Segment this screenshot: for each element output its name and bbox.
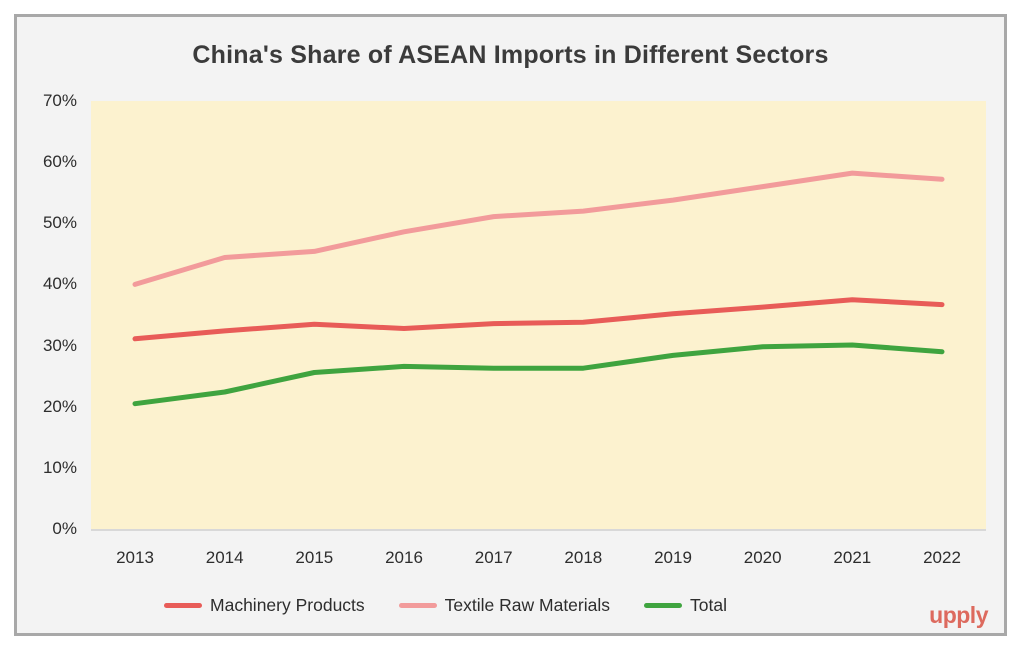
y-tick-label: 70%: [42, 91, 77, 110]
y-tick-label: 40%: [42, 274, 77, 294]
x-tick-label: 2022: [923, 548, 961, 567]
legend-label: Total: [690, 595, 727, 615]
series-line-machinery-products: [132, 297, 945, 342]
y-tick-label: 20%: [42, 396, 77, 416]
legend-label: Textile Raw Materials: [444, 595, 610, 615]
upply-logo: upply: [929, 602, 988, 628]
line-series-canvas: [132, 170, 945, 407]
x-tick-label: 2016: [385, 548, 423, 567]
legend-item-textile-raw-materials: Textile Raw Materials: [398, 595, 610, 616]
legend-item-total: Total: [644, 595, 727, 616]
x-tick-label: 2020: [743, 548, 782, 567]
x-tick-label: 2018: [564, 548, 603, 567]
legend-label: Machinery Products: [210, 595, 365, 615]
legend-line-swatch: [398, 603, 437, 608]
series-line-total: [132, 342, 945, 407]
y-tick-label: 60%: [42, 152, 77, 172]
legend-line-swatch: [164, 603, 203, 608]
y-tick-label: 0%: [52, 519, 77, 538]
y-tick-label: 10%: [42, 457, 77, 477]
y-tick-label: 30%: [42, 335, 77, 355]
chart-title: China's Share of ASEAN Imports in Differ…: [192, 41, 829, 69]
x-tick-label: 2021: [833, 548, 872, 567]
legend-line-swatch: [644, 603, 682, 608]
chart-card: China's Share of ASEAN Imports in Differ…: [14, 14, 1007, 636]
x-tick-label: 2015: [295, 548, 334, 567]
x-tick-label: 2014: [205, 548, 244, 567]
legend: Machinery Products Textile Raw Materials T…: [0, 595, 939, 616]
x-tick-label: 2019: [654, 548, 692, 567]
plot-area: [91, 101, 986, 531]
legend-item-machinery-products: Machinery Products: [164, 595, 365, 616]
x-tick-label: 2013: [116, 548, 154, 567]
x-tick-label: 2017: [474, 548, 513, 567]
series-line-textile-raw-materials: [132, 170, 945, 287]
y-tick-label: 50%: [42, 213, 77, 233]
